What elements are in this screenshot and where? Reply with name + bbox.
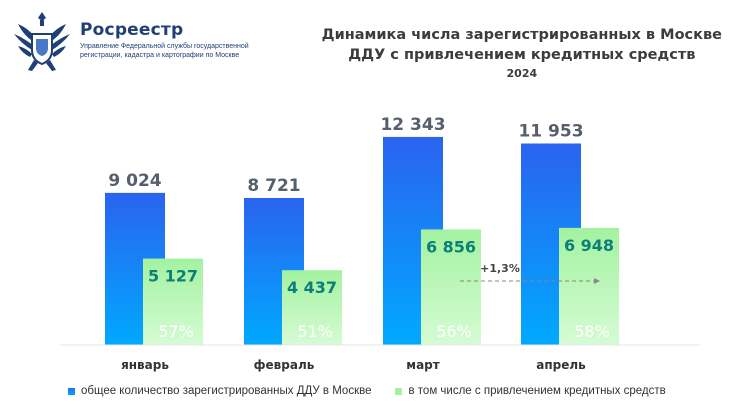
org-subtitle: Управление Федеральной службы государств… (80, 43, 249, 59)
annotation-arrowhead (594, 278, 600, 284)
bar-mortgage (143, 258, 203, 345)
value-label-total: 8 721 (247, 176, 300, 196)
legend-swatch-mortgage (395, 387, 403, 395)
value-label-mortgage: 6 948 (564, 236, 614, 255)
value-label-mortgage: 4 437 (287, 278, 337, 297)
legend-label-total: общее количество зарегистрированных ДДУ … (81, 385, 372, 397)
bar-mortgage (282, 270, 342, 345)
x-tick-label: апрель (536, 358, 586, 372)
share-label: 56% (436, 322, 472, 341)
share-label: 51% (297, 322, 333, 341)
value-label-total: 9 024 (108, 171, 161, 191)
value-label-total: 12 343 (380, 115, 445, 135)
value-label-total: 11 953 (518, 122, 583, 142)
value-label-mortgage: 5 127 (148, 267, 198, 286)
share-label: 57% (158, 322, 194, 341)
chart-title-block: Динамика числа зарегистрированных в Моск… (322, 25, 722, 82)
org-name: Росреестр (80, 20, 184, 40)
bar-mortgage (559, 227, 619, 345)
chart-title-line-2: ДДУ с привлечением кредитных средств (348, 47, 696, 63)
x-tick-label: январь (121, 358, 169, 372)
legend-item-mortgage: в том числе с привлечением кредитных сре… (395, 385, 666, 397)
chart-year: 2024 (506, 67, 538, 80)
chart-title-line-1: Динамика числа зарегистрированных в Моск… (321, 27, 722, 43)
legend-swatch-total (68, 387, 75, 395)
value-label-mortgage: 6 856 (426, 237, 476, 256)
legend: общее количество зарегистрированных ДДУ … (68, 385, 690, 397)
share-label: 58% (574, 322, 610, 341)
legend-label-mortgage: в том числе с привлечением кредитных сре… (408, 385, 666, 397)
x-tick-label: февраль (254, 358, 315, 372)
legend-item-total: общее количество зарегистрированных ДДУ … (68, 385, 371, 397)
x-tick-label: март (406, 358, 439, 372)
eagle-emblem-icon (14, 12, 70, 71)
annotation-text: +1,3% (480, 262, 520, 275)
bar-mortgage (421, 229, 481, 345)
